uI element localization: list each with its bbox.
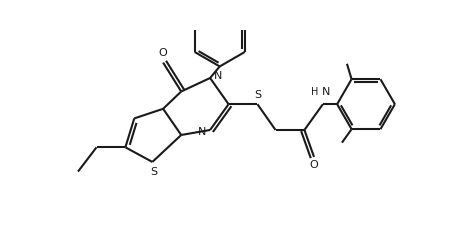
Text: S: S — [254, 90, 261, 100]
Text: S: S — [151, 167, 158, 177]
Text: H: H — [311, 87, 318, 97]
Text: N: N — [214, 71, 222, 81]
Text: N: N — [322, 87, 330, 97]
Text: O: O — [310, 160, 318, 170]
Text: N: N — [198, 127, 206, 137]
Text: O: O — [159, 48, 167, 58]
